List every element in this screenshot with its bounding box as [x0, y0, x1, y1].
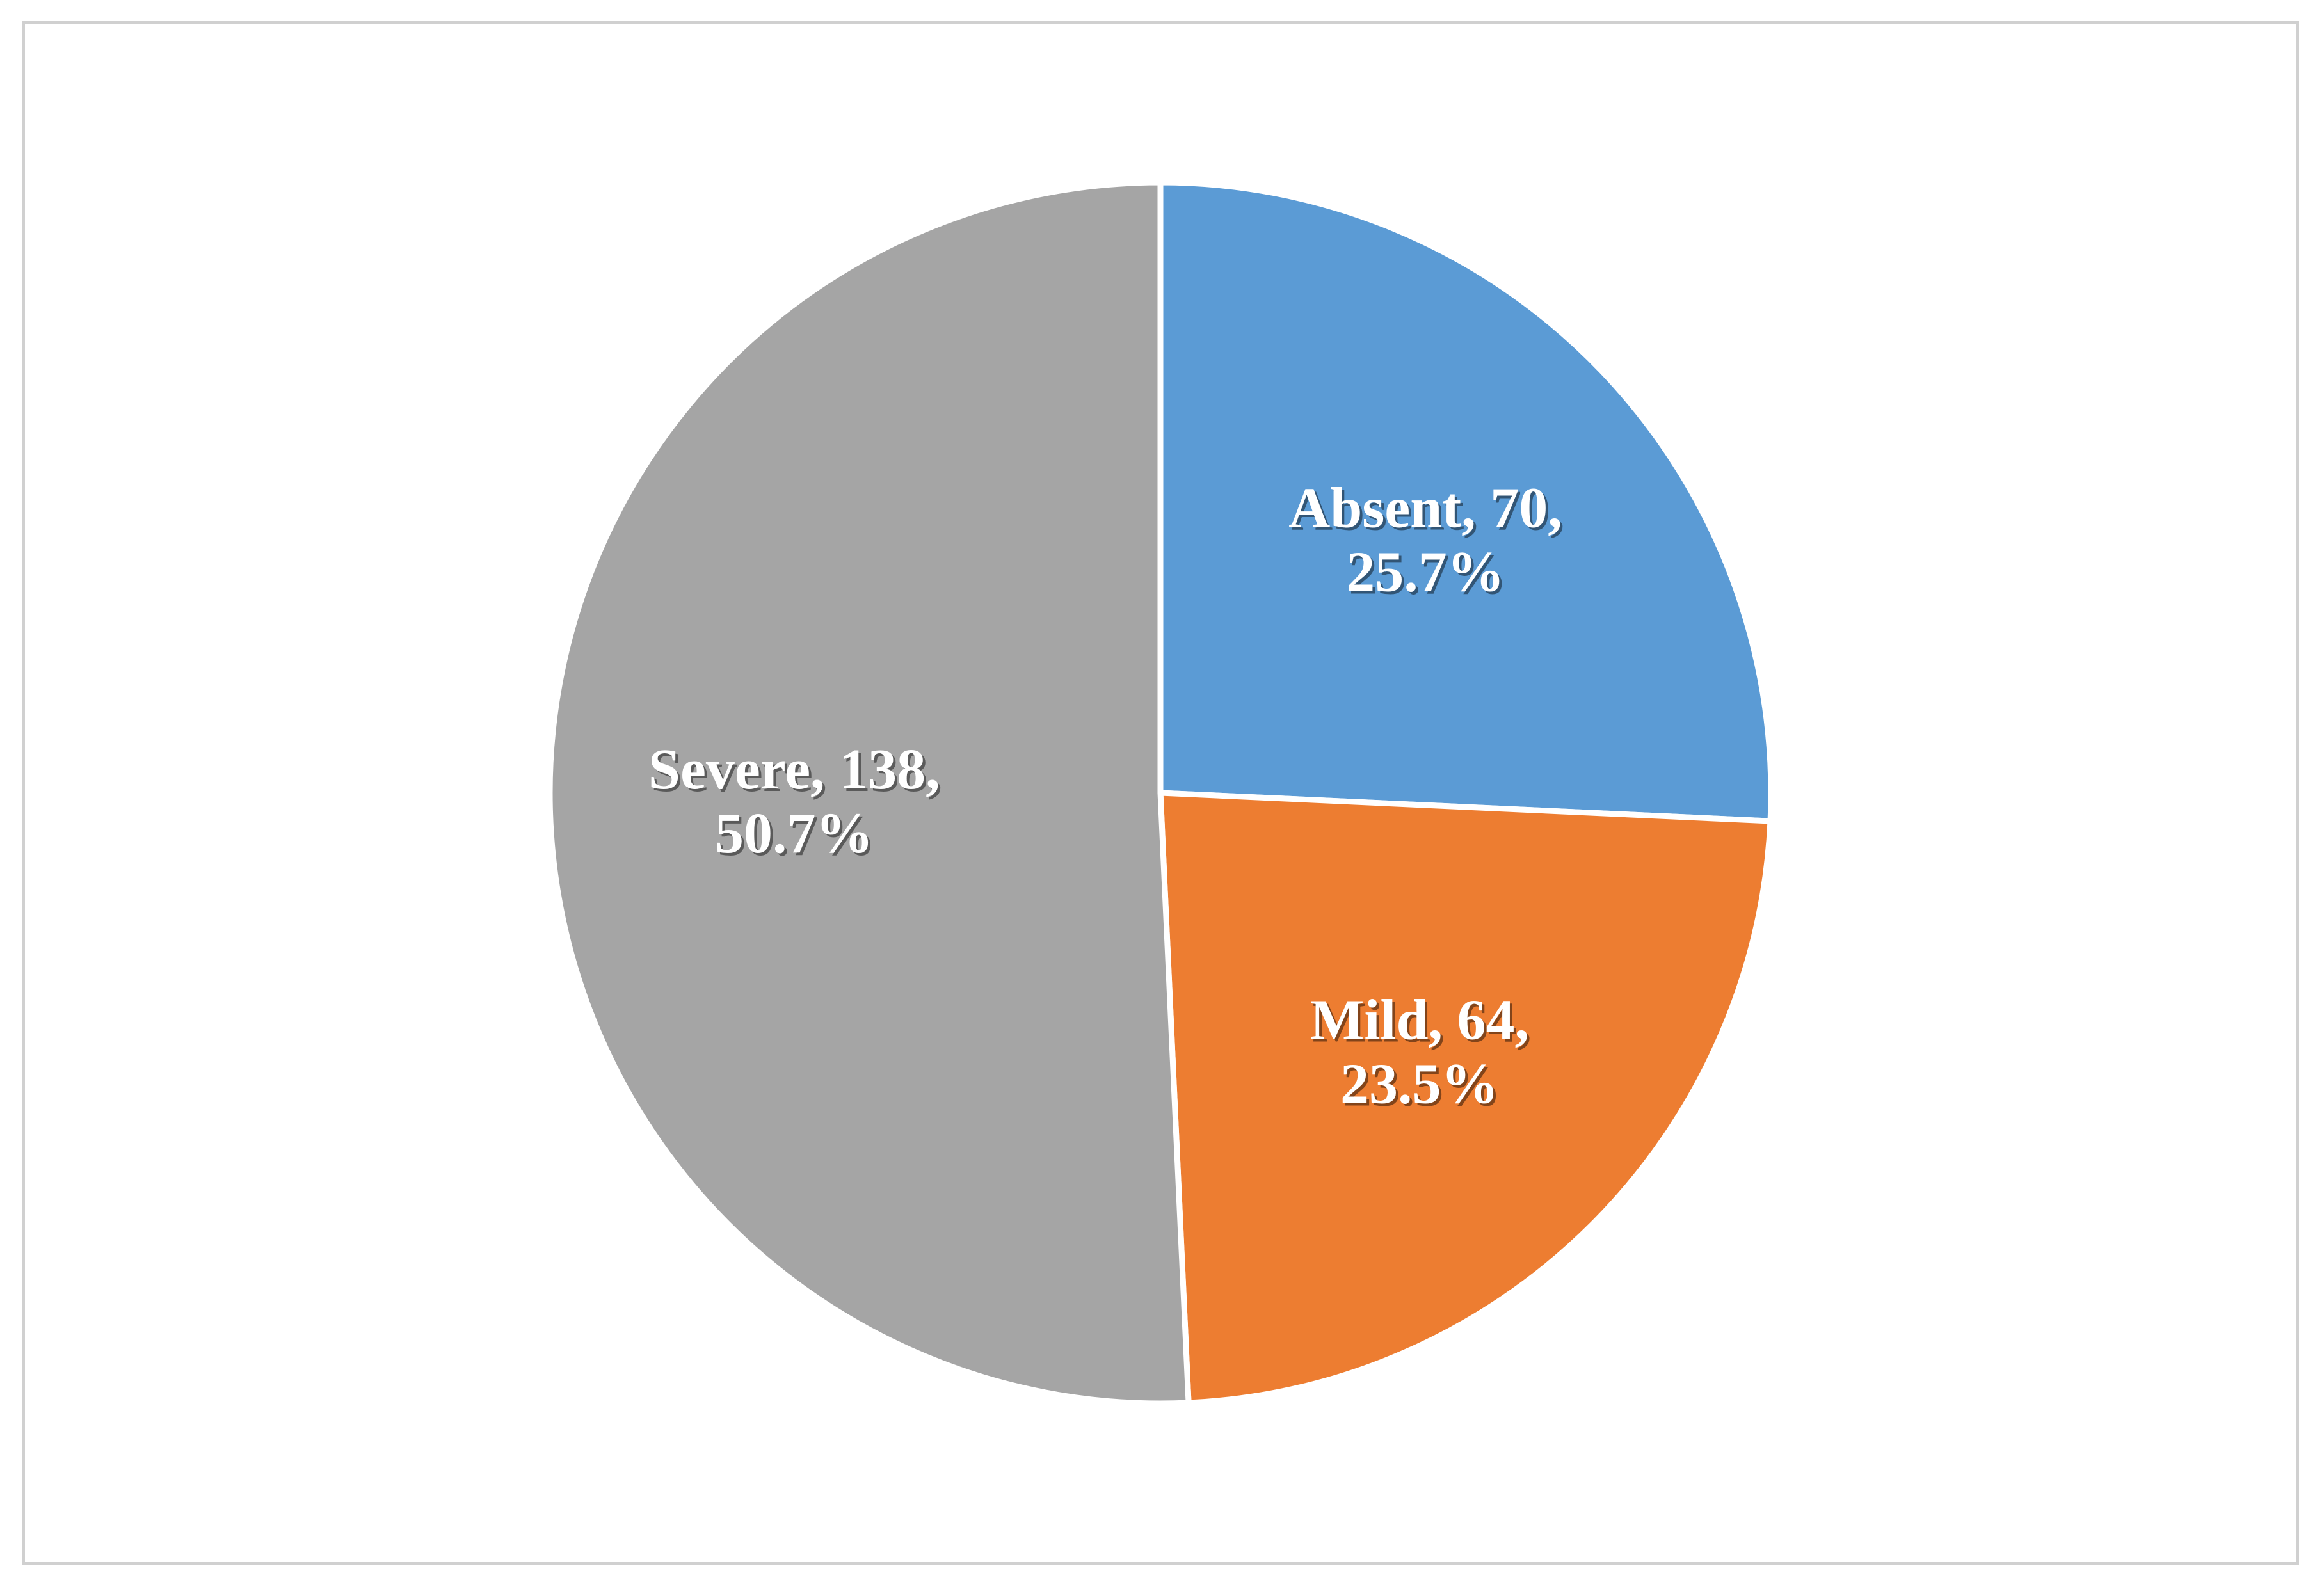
data-label: 50.7%	[715, 802, 874, 865]
pie-slice	[1157, 790, 1774, 1406]
pie-slice	[1157, 179, 1774, 824]
data-label: 23.5%	[1340, 1053, 1499, 1116]
data-label-shadow: 25.7%	[1349, 543, 1507, 607]
data-label-shadow: Absent, 70,	[1291, 479, 1565, 543]
pie	[547, 179, 1774, 1407]
data-label: Absent, 70,	[1288, 477, 1562, 540]
data-label: 25.7%	[1346, 541, 1505, 604]
data-labels: Absent, 70,Absent, 70,25.7%25.7%Mild, 64…	[648, 477, 1565, 1119]
data-label: Mild, 64,	[1310, 989, 1529, 1052]
pie-slice	[547, 179, 1192, 1407]
data-label-shadow: Severe, 138,	[651, 740, 943, 804]
data-label: Severe, 138,	[648, 738, 940, 801]
data-label-shadow: 23.5%	[1343, 1055, 1502, 1119]
data-label-shadow: Mild, 64,	[1312, 991, 1532, 1055]
data-label-shadow: 50.7%	[717, 804, 876, 868]
